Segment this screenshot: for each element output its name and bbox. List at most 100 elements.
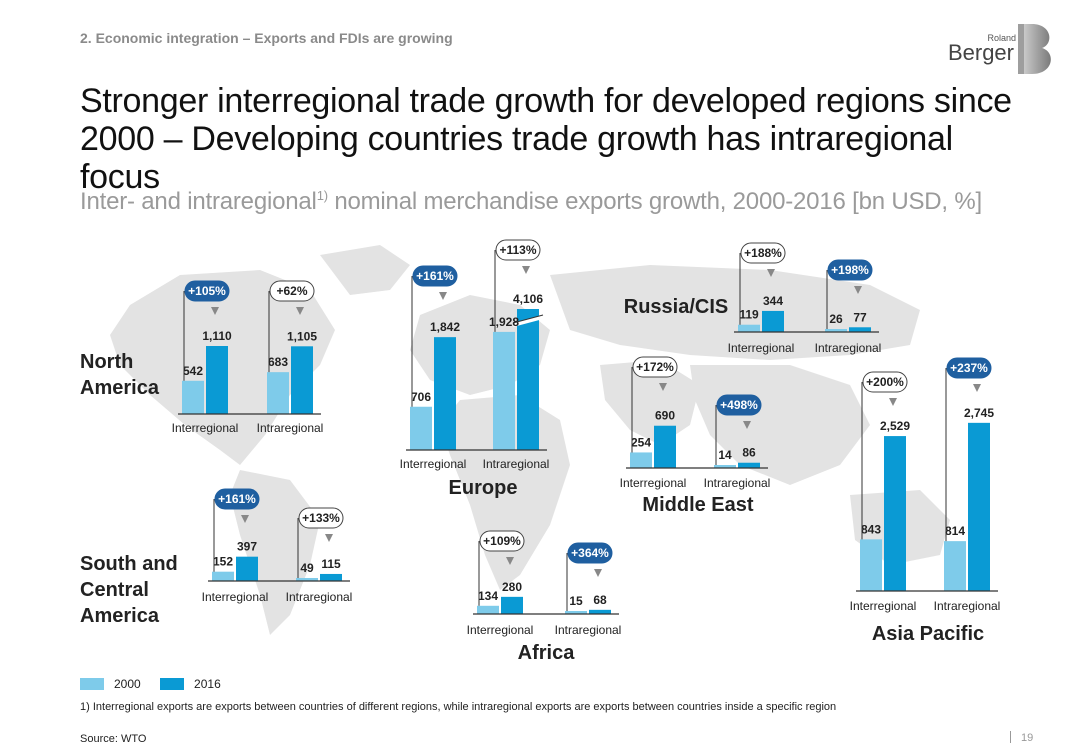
middle-east-growth-label-intraregional: +498%	[720, 398, 758, 412]
middle-east-value-2016-intraregional: 86	[742, 446, 756, 460]
south-central-america-value-2016-intraregional: 115	[321, 557, 341, 571]
chart-subtitle: Inter- and intraregional1) nominal merch…	[80, 188, 982, 216]
europe-category-label-intraregional: Intraregional	[483, 457, 550, 471]
legend-label-2016: 2016	[194, 677, 221, 691]
north-america-growth-label-interregional: +105%	[188, 284, 226, 298]
middle-east-bar-2016-interregional	[654, 425, 676, 468]
europe-value-2016-intraregional: 4,106	[513, 292, 543, 306]
russia-cis-bar-2016-interregional	[762, 310, 784, 332]
middle-east-growth-label-interregional: +172%	[636, 360, 674, 374]
north-america-category-label-interregional: Interregional	[172, 421, 239, 435]
logo-b-mark	[1018, 24, 1051, 74]
asia-pacific-growth-badge	[946, 357, 992, 379]
source-note: Source: WTO	[80, 733, 147, 745]
north-america-growth-label-intraregional: +62%	[276, 284, 307, 298]
subtitle-rest: nominal merchandise exports growth, 2000…	[327, 188, 982, 215]
russia-cis-bar-2016-intraregional	[849, 327, 871, 332]
asia-pacific-bar-2016-interregional	[884, 436, 906, 591]
south-central-america-region-label: South and	[80, 553, 178, 575]
europe-axis-break-line	[512, 314, 544, 324]
asia-pacific-growth-badge	[862, 371, 908, 393]
russia-cis-value-2000-interregional: 119	[739, 308, 759, 322]
africa-bar-2000-interregional	[477, 605, 499, 614]
europe-bar-2000-intraregional	[493, 331, 515, 450]
russia-cis-value-2016-interregional: 344	[763, 294, 783, 308]
asia-pacific-value-2016-interregional: 2,529	[880, 419, 910, 433]
asia-pacific-growth-arrow	[973, 384, 981, 392]
africa-value-2000-intraregional: 15	[569, 594, 583, 608]
south-central-america-value-2016-interregional: 397	[237, 540, 257, 554]
africa-growth-arrow	[594, 569, 602, 577]
legend-label-2000: 2000	[114, 677, 141, 691]
middle-east-value-2016-interregional: 690	[655, 409, 675, 423]
south-central-america-value-2000-interregional: 152	[213, 555, 233, 569]
south-central-america-bar-2000-interregional	[212, 571, 234, 581]
logo-text-big: Berger	[947, 40, 1014, 65]
africa-value-2016-interregional: 280	[502, 580, 522, 594]
asia-pacific-category-label-interregional: Interregional	[850, 599, 917, 613]
asia-pacific-bar-2000-interregional	[860, 539, 882, 591]
africa-value-2016-intraregional: 68	[593, 593, 607, 607]
south-central-america-region-label: Central	[80, 579, 149, 601]
middle-east-bar-2000-interregional	[630, 452, 652, 468]
africa-value-2000-interregional: 134	[478, 589, 498, 603]
south-central-america-growth-badge	[298, 507, 344, 529]
legend-item-2016: 2016	[160, 677, 221, 691]
south-central-america-bar-2000-intraregional	[296, 577, 318, 581]
legend-swatch-2000	[80, 678, 104, 690]
europe-value-2000-interregional: 706	[411, 390, 431, 404]
south-central-america-growth-label-intraregional: +133%	[302, 511, 340, 525]
africa-bar-2016-intraregional	[589, 609, 611, 614]
asia-pacific-growth-label-intraregional: +237%	[950, 361, 988, 375]
page-number: 19	[1010, 731, 1033, 744]
legend: 2000 2016	[80, 677, 237, 691]
russia-cis-category-label-interregional: Interregional	[728, 341, 795, 355]
company-logo: Roland Berger	[948, 22, 1058, 78]
europe-category-label-interregional: Interregional	[400, 457, 467, 471]
europe-region-label: Europe	[449, 477, 518, 499]
page-title: Stronger interregional trade growth for …	[80, 82, 1012, 196]
africa-category-label-intraregional: Intraregional	[555, 623, 622, 637]
russia-cis-value-2016-intraregional: 77	[853, 310, 867, 324]
russia-cis-bar-2000-interregional	[738, 324, 760, 332]
russia-cis-growth-arrow	[854, 286, 862, 294]
russia-cis-bar-2000-intraregional	[825, 329, 847, 332]
africa-growth-arrow	[506, 557, 514, 565]
south-central-america-category-label-intraregional: Intraregional	[286, 590, 353, 604]
russia-cis-growth-badge	[827, 259, 873, 281]
north-america-value-2016-interregional: 1,110	[202, 329, 232, 343]
north-america-bar-2000-intraregional	[267, 372, 289, 414]
middle-east-growth-badge	[632, 356, 678, 378]
north-america-growth-arrow	[296, 307, 304, 315]
north-america-category-label-intraregional: Intraregional	[257, 421, 324, 435]
north-america-region-label: America	[80, 377, 160, 399]
north-america-bar-2016-interregional	[206, 346, 228, 414]
russia-cis-value-2000-intraregional: 26	[829, 312, 843, 326]
asia-pacific-bar-2016-intraregional	[968, 422, 990, 591]
africa-growth-badge	[479, 530, 525, 552]
north-america-growth-badge	[184, 280, 230, 302]
legend-swatch-2016	[160, 678, 185, 690]
subtitle-main: Inter- and intraregional	[80, 188, 317, 215]
asia-pacific-region-label: Asia Pacific	[872, 623, 984, 645]
africa-bar-2000-intraregional	[565, 611, 587, 614]
middle-east-growth-badge	[716, 394, 762, 416]
north-america-bar-2000-interregional	[182, 380, 204, 414]
north-america-growth-badge	[269, 280, 315, 302]
south-central-america-growth-label-interregional: +161%	[218, 492, 256, 506]
asia-pacific-category-label-intraregional: Intraregional	[934, 599, 1001, 613]
russia-cis-growth-label-intraregional: +198%	[831, 263, 869, 277]
asia-pacific-value-2016-intraregional: 2,745	[964, 406, 994, 420]
asia-pacific-value-2000-interregional: 843	[861, 522, 881, 536]
middle-east-value-2000-intraregional: 14	[718, 448, 732, 462]
north-america-value-2016-intraregional: 1,105	[287, 329, 317, 343]
europe-growth-arrow	[522, 266, 530, 274]
middle-east-value-2000-interregional: 254	[631, 435, 651, 449]
europe-bar-2016-intraregional	[517, 309, 539, 450]
legend-item-2000: 2000	[80, 677, 141, 691]
north-america-value-2000-interregional: 542	[183, 364, 203, 378]
asia-pacific-value-2000-intraregional: 814	[945, 524, 965, 538]
middle-east-bar-2000-intraregional	[714, 465, 736, 468]
middle-east-region-label: Middle East	[642, 494, 753, 516]
